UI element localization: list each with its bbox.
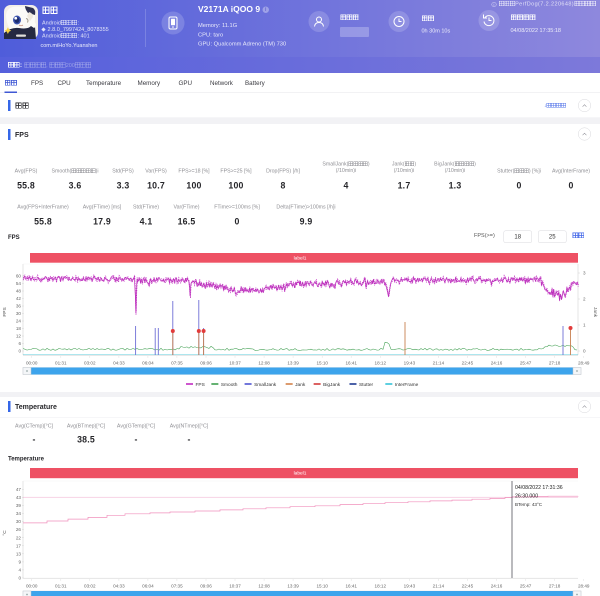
svg-text:47: 47: [16, 487, 22, 492]
svg-text:13:39: 13:39: [287, 584, 299, 589]
svg-text:03:02: 03:02: [84, 584, 96, 589]
svg-text:48: 48: [16, 289, 22, 294]
svg-text:BTemp: 43°C: BTemp: 43°C: [515, 502, 543, 507]
svg-text:Jank: Jank: [592, 307, 598, 318]
svg-text:04/08/2022 17:31:36: 04/08/2022 17:31:36: [515, 485, 563, 491]
svg-text:BigJank: BigJank: [323, 382, 341, 388]
svg-text:12: 12: [16, 334, 22, 339]
svg-text:16:41: 16:41: [345, 584, 357, 589]
svg-text:09:06: 09:06: [200, 361, 212, 366]
svg-text:13: 13: [16, 551, 22, 556]
svg-text:19:43: 19:43: [404, 361, 416, 366]
svg-text:Jank: Jank: [295, 382, 306, 388]
svg-text:12:08: 12:08: [258, 361, 270, 366]
svg-text:4: 4: [18, 568, 21, 573]
svg-text:1: 1: [583, 323, 586, 328]
svg-text:6: 6: [18, 341, 21, 346]
svg-text:18:12: 18:12: [375, 361, 387, 366]
svg-text:09:06: 09:06: [200, 584, 212, 589]
svg-text:28:49: 28:49: [578, 361, 590, 366]
svg-text:22:45: 22:45: [462, 584, 474, 589]
svg-text:39: 39: [16, 503, 22, 508]
svg-text:00:00: 00:00: [26, 584, 38, 589]
svg-text:15:10: 15:10: [316, 584, 328, 589]
svg-text:label1: label1: [294, 256, 307, 262]
svg-text:42: 42: [16, 296, 22, 301]
svg-text:04:33: 04:33: [113, 361, 125, 366]
svg-text:26: 26: [16, 527, 22, 532]
svg-text:0: 0: [18, 576, 21, 581]
svg-text:10:37: 10:37: [229, 584, 241, 589]
svg-text:°C: °C: [2, 530, 8, 536]
svg-text:SmallJank: SmallJank: [254, 382, 277, 388]
svg-text:30: 30: [16, 311, 22, 316]
svg-text:9: 9: [18, 560, 21, 565]
svg-text:27:18: 27:18: [549, 584, 561, 589]
svg-text:26:30.000: 26:30.000: [515, 494, 538, 500]
svg-text:03:02: 03:02: [84, 361, 96, 366]
svg-text:07:35: 07:35: [171, 361, 183, 366]
svg-text:17: 17: [16, 543, 22, 548]
svg-text:27:18: 27:18: [549, 361, 561, 366]
svg-text:16:41: 16:41: [345, 361, 357, 366]
svg-text:25:47: 25:47: [520, 584, 532, 589]
svg-text:12:08: 12:08: [258, 584, 270, 589]
svg-text:36: 36: [16, 304, 22, 309]
svg-text:01:31: 01:31: [55, 584, 67, 589]
svg-text:FPS: FPS: [2, 307, 8, 316]
svg-text:06:04: 06:04: [142, 361, 154, 366]
svg-text:01:31: 01:31: [55, 361, 67, 366]
svg-text:22:45: 22:45: [462, 361, 474, 366]
svg-text:34: 34: [16, 511, 22, 516]
svg-text:10:37: 10:37: [229, 361, 241, 366]
svg-text:15:10: 15:10: [316, 361, 328, 366]
svg-text:00:00: 00:00: [26, 361, 38, 366]
svg-text:Stutter: Stutter: [359, 382, 374, 388]
svg-text:19:43: 19:43: [404, 584, 416, 589]
svg-text:30: 30: [16, 519, 22, 524]
svg-text:04:33: 04:33: [113, 584, 125, 589]
svg-text:18: 18: [16, 326, 22, 331]
svg-text:FPS: FPS: [196, 382, 205, 388]
svg-text:label1: label1: [294, 471, 307, 477]
svg-text:0: 0: [18, 349, 21, 354]
svg-text:60: 60: [16, 274, 22, 279]
svg-text:24:16: 24:16: [491, 584, 503, 589]
svg-text:25:47: 25:47: [520, 361, 532, 366]
svg-text:24: 24: [16, 319, 22, 324]
svg-text:21:14: 21:14: [433, 361, 445, 366]
svg-text:54: 54: [16, 281, 22, 286]
svg-text:21:14: 21:14: [433, 584, 445, 589]
svg-text:18:12: 18:12: [375, 584, 387, 589]
svg-text:22: 22: [16, 535, 22, 540]
svg-text:28:49: 28:49: [578, 584, 590, 589]
svg-text:06:04: 06:04: [142, 584, 154, 589]
svg-text:0: 0: [583, 349, 586, 354]
svg-text:07:35: 07:35: [171, 584, 183, 589]
svg-text:3: 3: [583, 271, 586, 276]
svg-text:Smooth: Smooth: [221, 382, 238, 388]
svg-text:InterFrame: InterFrame: [395, 382, 419, 388]
svg-text:13:39: 13:39: [287, 361, 299, 366]
svg-text:24:16: 24:16: [491, 361, 503, 366]
svg-text:43: 43: [16, 495, 22, 500]
svg-text:2: 2: [583, 297, 586, 302]
